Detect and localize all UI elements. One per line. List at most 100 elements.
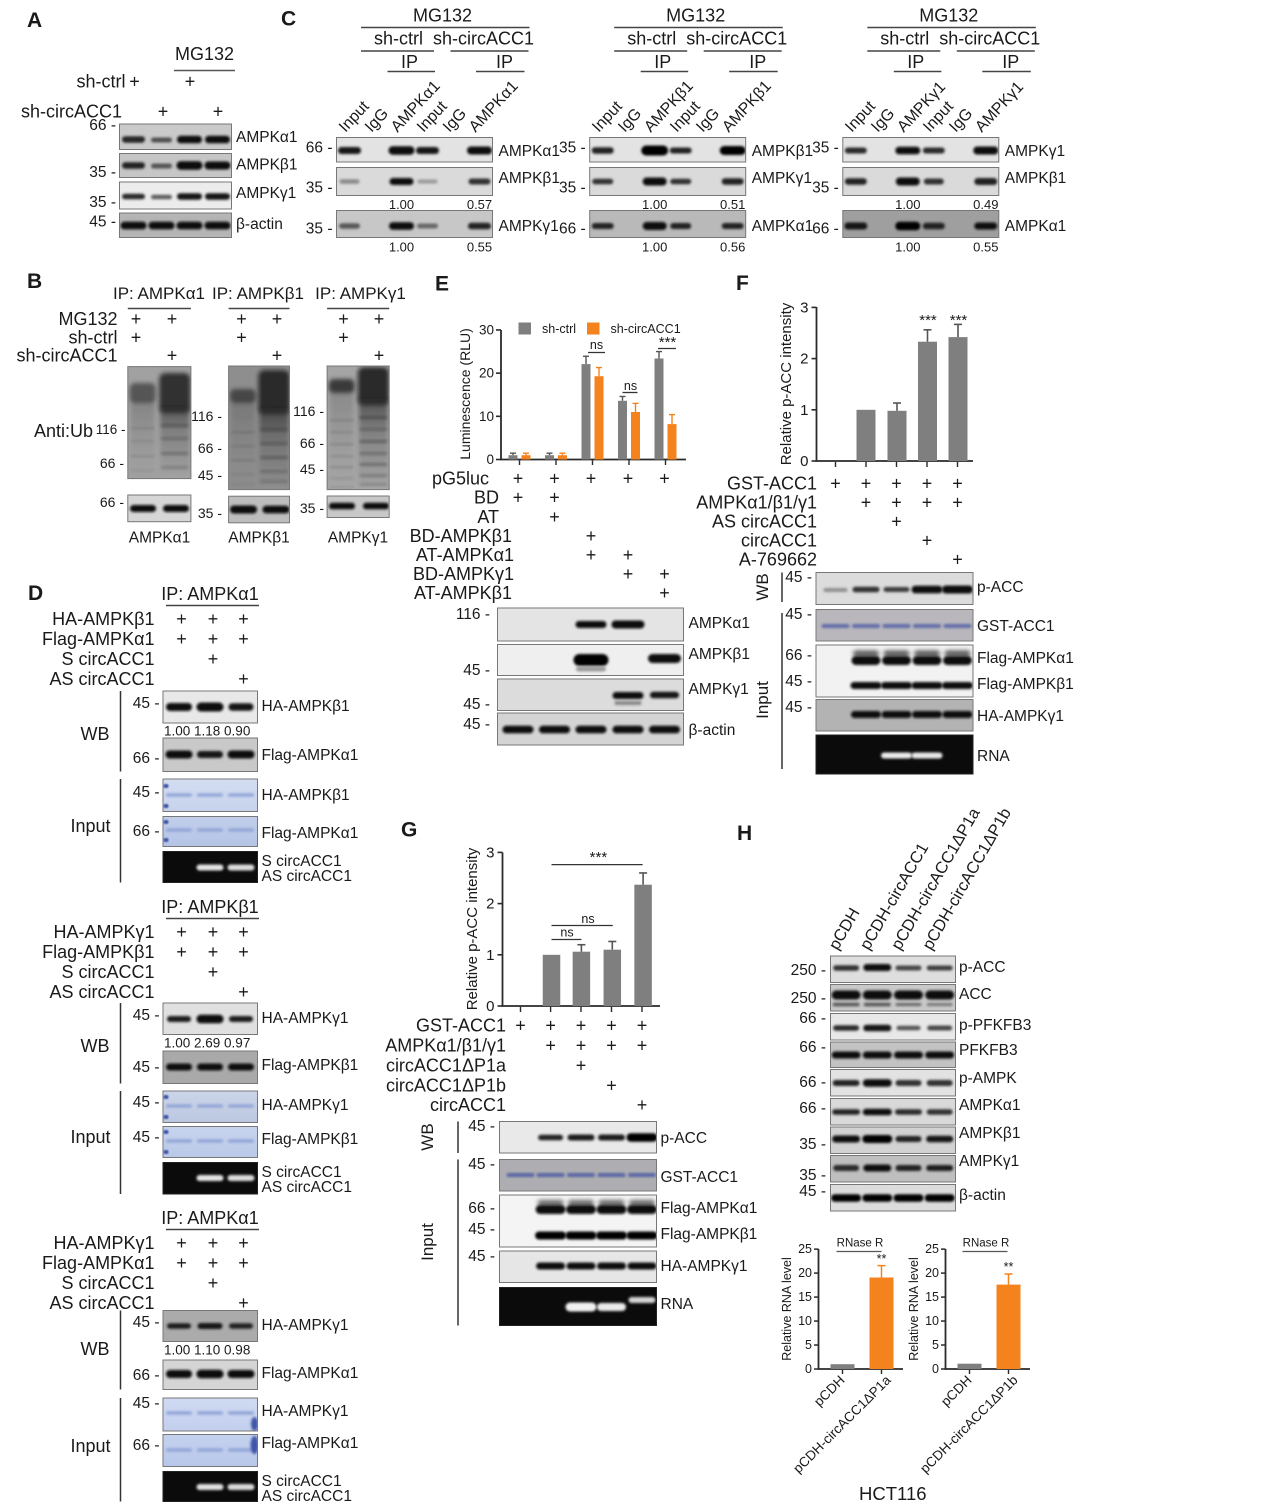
svg-text:Relative p-ACC intensity: Relative p-ACC intensity — [464, 847, 481, 1010]
svg-text:Flag-AMPKβ1: Flag-AMPKβ1 — [262, 1131, 359, 1148]
svg-text:AMPKα1: AMPKα1 — [499, 143, 561, 160]
svg-text:3: 3 — [486, 844, 494, 861]
svg-text:66 -: 66 - — [198, 440, 222, 456]
svg-text:+: + — [167, 309, 178, 329]
svg-text:+: + — [272, 309, 283, 329]
svg-text:1.00 1.18 0.90: 1.00 1.18 0.90 — [164, 724, 250, 739]
svg-text:sh-circACC1: sh-circACC1 — [686, 29, 787, 49]
svg-text:45 -: 45 - — [785, 606, 812, 623]
svg-text:35 -: 35 - — [559, 140, 586, 157]
svg-text:IP: IP — [401, 52, 418, 72]
svg-text:35 -: 35 - — [89, 164, 116, 181]
svg-text:+: + — [176, 922, 187, 942]
svg-text:66 -: 66 - — [133, 823, 160, 840]
svg-text:AMPKβ1: AMPKβ1 — [752, 143, 813, 160]
svg-text:IP: AMPKα1: IP: AMPKα1 — [113, 284, 205, 303]
svg-text:HA-AMPKγ1: HA-AMPKγ1 — [53, 922, 154, 942]
svg-text:+: + — [861, 474, 872, 494]
svg-text:H: H — [737, 822, 752, 845]
svg-text:66 -: 66 - — [799, 1074, 826, 1091]
svg-text:35 -: 35 - — [306, 180, 333, 197]
svg-text:IP: IP — [496, 52, 513, 72]
svg-text:IP: AMPKα1: IP: AMPKα1 — [161, 584, 258, 604]
svg-text:35 -: 35 - — [89, 194, 116, 211]
svg-text:0.56: 0.56 — [720, 240, 745, 255]
svg-text:30: 30 — [479, 322, 494, 337]
svg-text:35 -: 35 - — [799, 1136, 826, 1153]
svg-text:Flag-AMPKα1: Flag-AMPKα1 — [262, 825, 359, 842]
svg-text:AMPKα1: AMPKα1 — [959, 1097, 1021, 1114]
svg-text:ns: ns — [590, 338, 603, 352]
svg-text:AS circACC1: AS circACC1 — [49, 669, 154, 689]
svg-text:+: + — [236, 309, 247, 329]
svg-text:+: + — [637, 1036, 648, 1056]
svg-text:**: ** — [877, 1252, 887, 1266]
svg-text:sh-circACC1: sh-circACC1 — [611, 322, 681, 336]
svg-text:+: + — [208, 609, 219, 629]
svg-text:+: + — [208, 942, 219, 962]
svg-text:S circACC1: S circACC1 — [61, 1273, 154, 1293]
svg-text:HA-AMPKγ1: HA-AMPKγ1 — [977, 708, 1064, 725]
svg-text:35 -: 35 - — [198, 505, 222, 521]
svg-text:Input: Input — [70, 1127, 110, 1147]
svg-text:p-PFKFB3: p-PFKFB3 — [959, 1017, 1031, 1034]
svg-text:HA-AMPKγ1: HA-AMPKγ1 — [262, 1403, 349, 1420]
svg-text:AMPKα1: AMPKα1 — [129, 530, 191, 547]
svg-text:+: + — [176, 629, 187, 649]
svg-text:Input: Input — [418, 1223, 437, 1261]
svg-text:+: + — [922, 474, 933, 494]
svg-text:+: + — [659, 583, 670, 603]
svg-text:3: 3 — [800, 299, 808, 316]
svg-text:AMPKα1: AMPKα1 — [236, 129, 298, 146]
svg-text:+: + — [238, 982, 249, 1002]
svg-text:66 -: 66 - — [133, 1367, 160, 1384]
svg-text:sh-circACC1: sh-circACC1 — [21, 102, 122, 122]
svg-text:Anti:Ub: Anti:Ub — [34, 421, 93, 441]
svg-text:+: + — [374, 346, 385, 366]
svg-text:116 -: 116 - — [191, 408, 222, 424]
svg-text:sh-ctrl: sh-ctrl — [69, 328, 118, 348]
svg-text:35 -: 35 - — [812, 140, 839, 157]
svg-text:F: F — [736, 272, 749, 295]
svg-text:+: + — [338, 328, 349, 348]
svg-text:AS circACC1: AS circACC1 — [262, 1488, 352, 1505]
svg-text:+: + — [158, 102, 169, 122]
svg-text:+: + — [238, 1293, 249, 1313]
svg-text:45 -: 45 - — [133, 1007, 160, 1024]
svg-text:20: 20 — [798, 1266, 812, 1280]
svg-text:5: 5 — [805, 1338, 812, 1352]
svg-text:+: + — [513, 469, 524, 489]
svg-text:35 -: 35 - — [812, 180, 839, 197]
svg-text:+: + — [338, 309, 349, 329]
svg-text:+: + — [549, 507, 560, 527]
svg-text:+: + — [238, 1253, 249, 1273]
svg-text:IP: AMPKβ1: IP: AMPKβ1 — [161, 897, 258, 917]
svg-text:+: + — [952, 493, 963, 513]
svg-text:0.57: 0.57 — [467, 197, 492, 212]
svg-text:1: 1 — [800, 402, 808, 419]
svg-text:WB: WB — [81, 724, 110, 744]
svg-text:45 -: 45 - — [468, 1221, 495, 1238]
svg-text:p-ACC: p-ACC — [959, 959, 1006, 976]
svg-text:+: + — [129, 72, 140, 92]
svg-text:C: C — [281, 8, 296, 31]
svg-text:20: 20 — [925, 1266, 939, 1280]
svg-text:45 -: 45 - — [133, 1129, 160, 1146]
svg-text:+: + — [213, 102, 224, 122]
svg-text:0.49: 0.49 — [973, 197, 998, 212]
svg-text:+: + — [623, 545, 634, 565]
svg-text:0: 0 — [805, 1362, 812, 1376]
svg-text:45 -: 45 - — [463, 696, 490, 713]
svg-text:+: + — [586, 526, 597, 546]
svg-text:+: + — [238, 609, 249, 629]
svg-text:+: + — [185, 72, 196, 92]
svg-text:+: + — [208, 962, 219, 982]
svg-text:+: + — [238, 922, 249, 942]
svg-text:+: + — [623, 564, 634, 584]
svg-text:RNA: RNA — [977, 748, 1010, 765]
svg-text:25: 25 — [925, 1242, 939, 1256]
svg-text:66 -: 66 - — [300, 435, 324, 451]
svg-text:BD: BD — [474, 488, 499, 508]
svg-text:+: + — [576, 1036, 587, 1056]
svg-text:sh-ctrl: sh-ctrl — [77, 72, 126, 92]
